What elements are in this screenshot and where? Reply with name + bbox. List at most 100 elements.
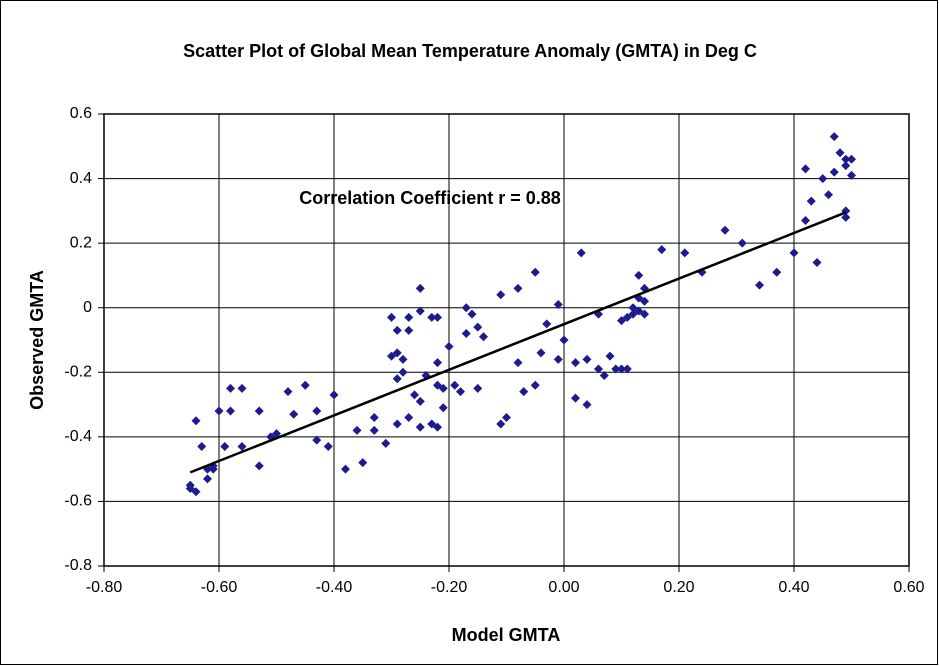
point [680,248,690,258]
point [197,442,207,452]
point [254,461,264,471]
point [237,383,247,393]
point [392,348,402,358]
point [329,390,339,400]
point [496,419,506,429]
point [847,170,856,180]
point [404,325,414,335]
x-tick-label: -0.60 [201,579,238,596]
point [801,164,810,174]
x-tick-label: 0.20 [663,579,694,596]
point [254,406,264,416]
point [237,442,247,452]
y-tick-label: -0.4 [64,428,92,445]
point [611,364,621,374]
point [536,348,546,358]
point [208,464,218,474]
point [737,238,747,248]
point [806,196,816,206]
point [392,374,402,384]
point [438,383,448,393]
point [358,458,368,468]
point [582,400,592,410]
point [571,393,580,403]
point [191,487,201,497]
point [640,296,649,306]
point [226,383,235,393]
point [300,380,310,390]
point [801,216,810,226]
point [404,312,414,322]
point [220,442,230,452]
x-tick-label: -0.80 [86,579,123,596]
point [415,422,425,432]
x-tick-label: 0.60 [893,579,924,596]
point [829,132,839,142]
point [456,387,465,397]
x-tick-label: -0.20 [431,579,468,596]
point [323,442,333,452]
point [398,367,408,377]
point [617,364,626,374]
point [622,364,632,374]
x-tick-label: 0.00 [548,579,579,596]
point [818,174,828,184]
point [599,371,609,381]
point [582,354,592,364]
y-tick-label: 0 [83,299,92,316]
point [381,438,391,448]
point [847,154,856,164]
point [789,248,799,258]
annotation: Correlation Coefficient r = 0.88 [299,188,561,208]
point [392,325,402,335]
point [341,464,350,474]
plot-border [103,113,910,567]
point [433,422,442,432]
point [312,406,322,416]
point [473,383,483,393]
point [283,387,293,397]
point [553,299,563,309]
y-tick-label: -0.8 [64,557,92,574]
point [467,309,477,319]
point [214,406,224,416]
point [542,319,552,329]
point [392,419,402,429]
point [427,312,437,322]
point [461,303,471,313]
point [479,332,488,342]
trendline [189,211,847,474]
x-tick-label: -0.40 [316,579,353,596]
point [461,329,471,339]
y-tick-label: 0.4 [70,170,92,187]
point [571,358,580,368]
point [272,429,281,439]
point [415,396,425,406]
point [829,167,839,177]
point [576,248,586,258]
point [772,267,782,277]
point [530,380,540,390]
point [473,322,483,332]
point [433,358,442,368]
point [594,364,603,374]
point [605,351,615,361]
point [824,190,833,200]
x-axis-label: Model GMTA [452,625,561,645]
point [513,283,523,293]
point [444,341,454,351]
point [191,416,201,426]
point [369,425,379,435]
point [226,406,235,416]
point [387,312,396,322]
point [398,354,408,364]
point [841,161,851,171]
point [312,435,322,445]
y-tick-label: 0.2 [70,234,92,251]
point [841,154,851,164]
point [530,267,540,277]
point [812,258,822,268]
point [410,390,419,400]
point [496,290,506,300]
point [415,283,425,293]
